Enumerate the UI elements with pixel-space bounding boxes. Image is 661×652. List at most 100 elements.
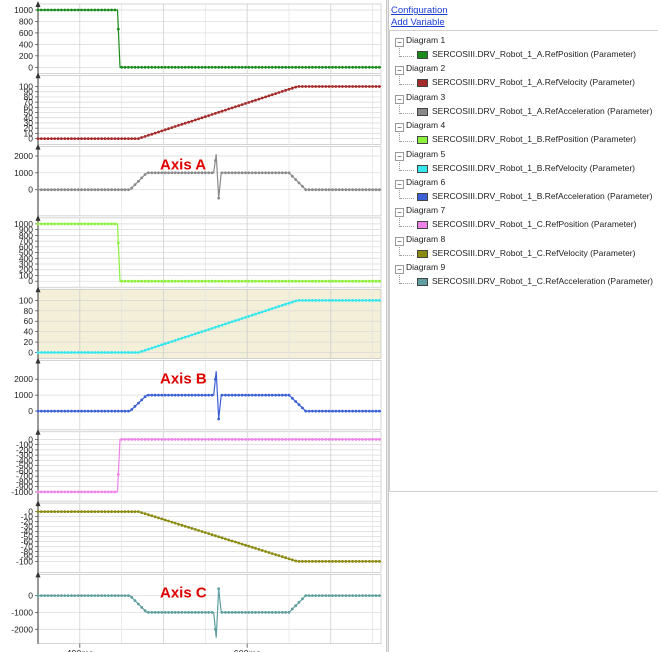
sample-point	[247, 65, 251, 69]
splitter[interactable]	[386, 0, 389, 652]
sample-point	[230, 65, 234, 69]
sample-point	[180, 65, 184, 69]
variable-label[interactable]: SERCOSIII.DRV_Robot_1_B.RefAcceleration …	[432, 191, 653, 201]
sample-point	[321, 409, 324, 413]
y-tick-label: 0	[28, 591, 33, 601]
sample-point	[190, 393, 194, 397]
sample-point	[334, 560, 338, 563]
tree-node-diagram-9[interactable]: − Diagram 9 SERCOSIII.DRV_Robot_1_C.RefAcc…	[390, 260, 658, 288]
y-tick-label: -1000	[11, 607, 33, 617]
sample-point	[337, 409, 341, 413]
sample-point	[46, 137, 50, 141]
sample-point	[250, 313, 254, 317]
sample-point	[210, 611, 214, 614]
sample-point	[160, 611, 164, 614]
tree-node-diagram-4[interactable]: − Diagram 4 SERCOSIII.DRV_Robot_1_B.RefPos…	[390, 118, 658, 146]
sample-point	[173, 521, 177, 525]
sample-point	[367, 279, 371, 283]
add-variable-link[interactable]: Add Variable	[391, 17, 445, 28]
sample-point	[187, 438, 191, 441]
sample-point	[150, 346, 154, 350]
tree-node-diagram-6[interactable]: − Diagram 6 SERCOSIII.DRV_Robot_1_B.RefAcc…	[390, 175, 658, 203]
sample-point	[103, 351, 107, 354]
tree-node-diagram-3[interactable]: − Diagram 3 SERCOSIII.DRV_Robot_1_A.RefAcc…	[390, 90, 658, 118]
sample-point	[264, 438, 267, 441]
sample-point	[250, 393, 254, 397]
sample-point	[120, 279, 124, 283]
sample-point	[66, 594, 70, 597]
sample-point	[317, 560, 321, 563]
sample-point	[83, 351, 87, 354]
sample-point	[227, 171, 231, 175]
sample-point	[314, 279, 318, 283]
sample-point	[46, 409, 50, 413]
sample-point	[203, 438, 207, 441]
sample-point	[70, 351, 73, 354]
sample-point	[327, 65, 331, 69]
sample-point	[53, 222, 57, 226]
sample-point	[177, 65, 180, 69]
y-tick-label: 40	[24, 113, 34, 123]
sample-point	[140, 350, 144, 353]
sample-point	[274, 611, 277, 614]
sample-point	[327, 594, 331, 597]
sample-point	[157, 65, 160, 69]
variable-label[interactable]: SERCOSIII.DRV_Robot_1_B.RefPosition (Par…	[432, 134, 636, 145]
sample-point	[63, 137, 67, 141]
sample-point	[143, 512, 147, 516]
sample-point	[116, 27, 120, 31]
sample-point	[100, 8, 103, 12]
axis-arrow-icon	[35, 428, 41, 435]
variable-label[interactable]: SERCOSIII.DRV_Robot_1_A.RefVelocity (Par…	[432, 77, 635, 88]
sample-point	[60, 188, 63, 192]
sample-point	[140, 176, 144, 180]
sample-point	[120, 137, 124, 141]
sample-point	[93, 137, 97, 141]
sample-point	[334, 299, 338, 302]
tree-node-diagram-5[interactable]: − Diagram 5 SERCOSIII.DRV_Robot_1_B.RefVel…	[390, 147, 658, 175]
sample-point	[173, 279, 177, 283]
sample-point	[230, 106, 234, 110]
sample-point	[311, 438, 314, 441]
sample-point	[187, 334, 191, 338]
variable-label[interactable]: SERCOSIII.DRV_Robot_1_C.RefPosition (Par…	[432, 219, 637, 230]
sample-point	[287, 301, 291, 305]
sample-point	[280, 303, 284, 307]
sample-point	[324, 188, 328, 192]
variable-label[interactable]: SERCOSIII.DRV_Robot_1_A.RefAcceleration …	[432, 105, 653, 116]
variable-label[interactable]: SERCOSIII.DRV_Robot_1_B.RefVelocity (Par…	[432, 162, 635, 173]
sample-point	[183, 611, 187, 614]
diagram-8: 0-10-20-30-40-50-60-70-80-90-100	[16, 500, 382, 573]
sample-point	[96, 188, 100, 192]
variable-label[interactable]: SERCOSIII.DRV_Robot_1_A.RefPosition (Par…	[432, 49, 636, 59]
axis-arrow-icon	[35, 500, 41, 507]
sample-point	[237, 65, 241, 69]
variable-label[interactable]: SERCOSIII.DRV_Robot_1_C.RefAcceleration …	[432, 276, 653, 287]
sample-point	[220, 393, 224, 397]
sample-point	[110, 188, 113, 192]
sample-point	[321, 299, 324, 302]
sample-point	[133, 510, 137, 513]
sample-point	[297, 438, 301, 441]
sample-point	[270, 438, 274, 441]
sample-point	[113, 222, 117, 226]
tree-node-diagram-1[interactable]: − Diagram 1 SERCOSIII.DRV_Robot_1_A.RefPos…	[390, 33, 658, 61]
sample-point	[364, 560, 368, 563]
sample-point	[126, 438, 130, 441]
sample-point	[361, 438, 364, 441]
sample-point	[240, 542, 244, 546]
sample-point	[113, 137, 117, 141]
sample-point	[230, 279, 234, 283]
sample-point	[294, 438, 298, 441]
diagram-label: Diagram 6	[406, 177, 446, 187]
tree-node-diagram-7[interactable]: − Diagram 7 SERCOSIII.DRV_Robot_1_C.RefPos…	[390, 203, 658, 231]
sample-point	[357, 409, 361, 413]
sample-point	[361, 560, 364, 563]
diagram-area[interactable]: 0200400600800100001020304050607080901000…	[0, 0, 388, 652]
sample-point	[357, 594, 361, 597]
variable-label[interactable]: SERCOSIII.DRV_Robot_1_C.RefVelocity (Par…	[432, 247, 636, 258]
sample-point	[110, 137, 113, 141]
tree-node-diagram-8[interactable]: − Diagram 8 SERCOSIII.DRV_Robot_1_C.RefVel…	[390, 232, 658, 260]
tree-node-diagram-2[interactable]: − Diagram 2 SERCOSIII.DRV_Robot_1_A.RefVel…	[390, 61, 658, 89]
configuration-link[interactable]: Configuration	[391, 5, 448, 16]
